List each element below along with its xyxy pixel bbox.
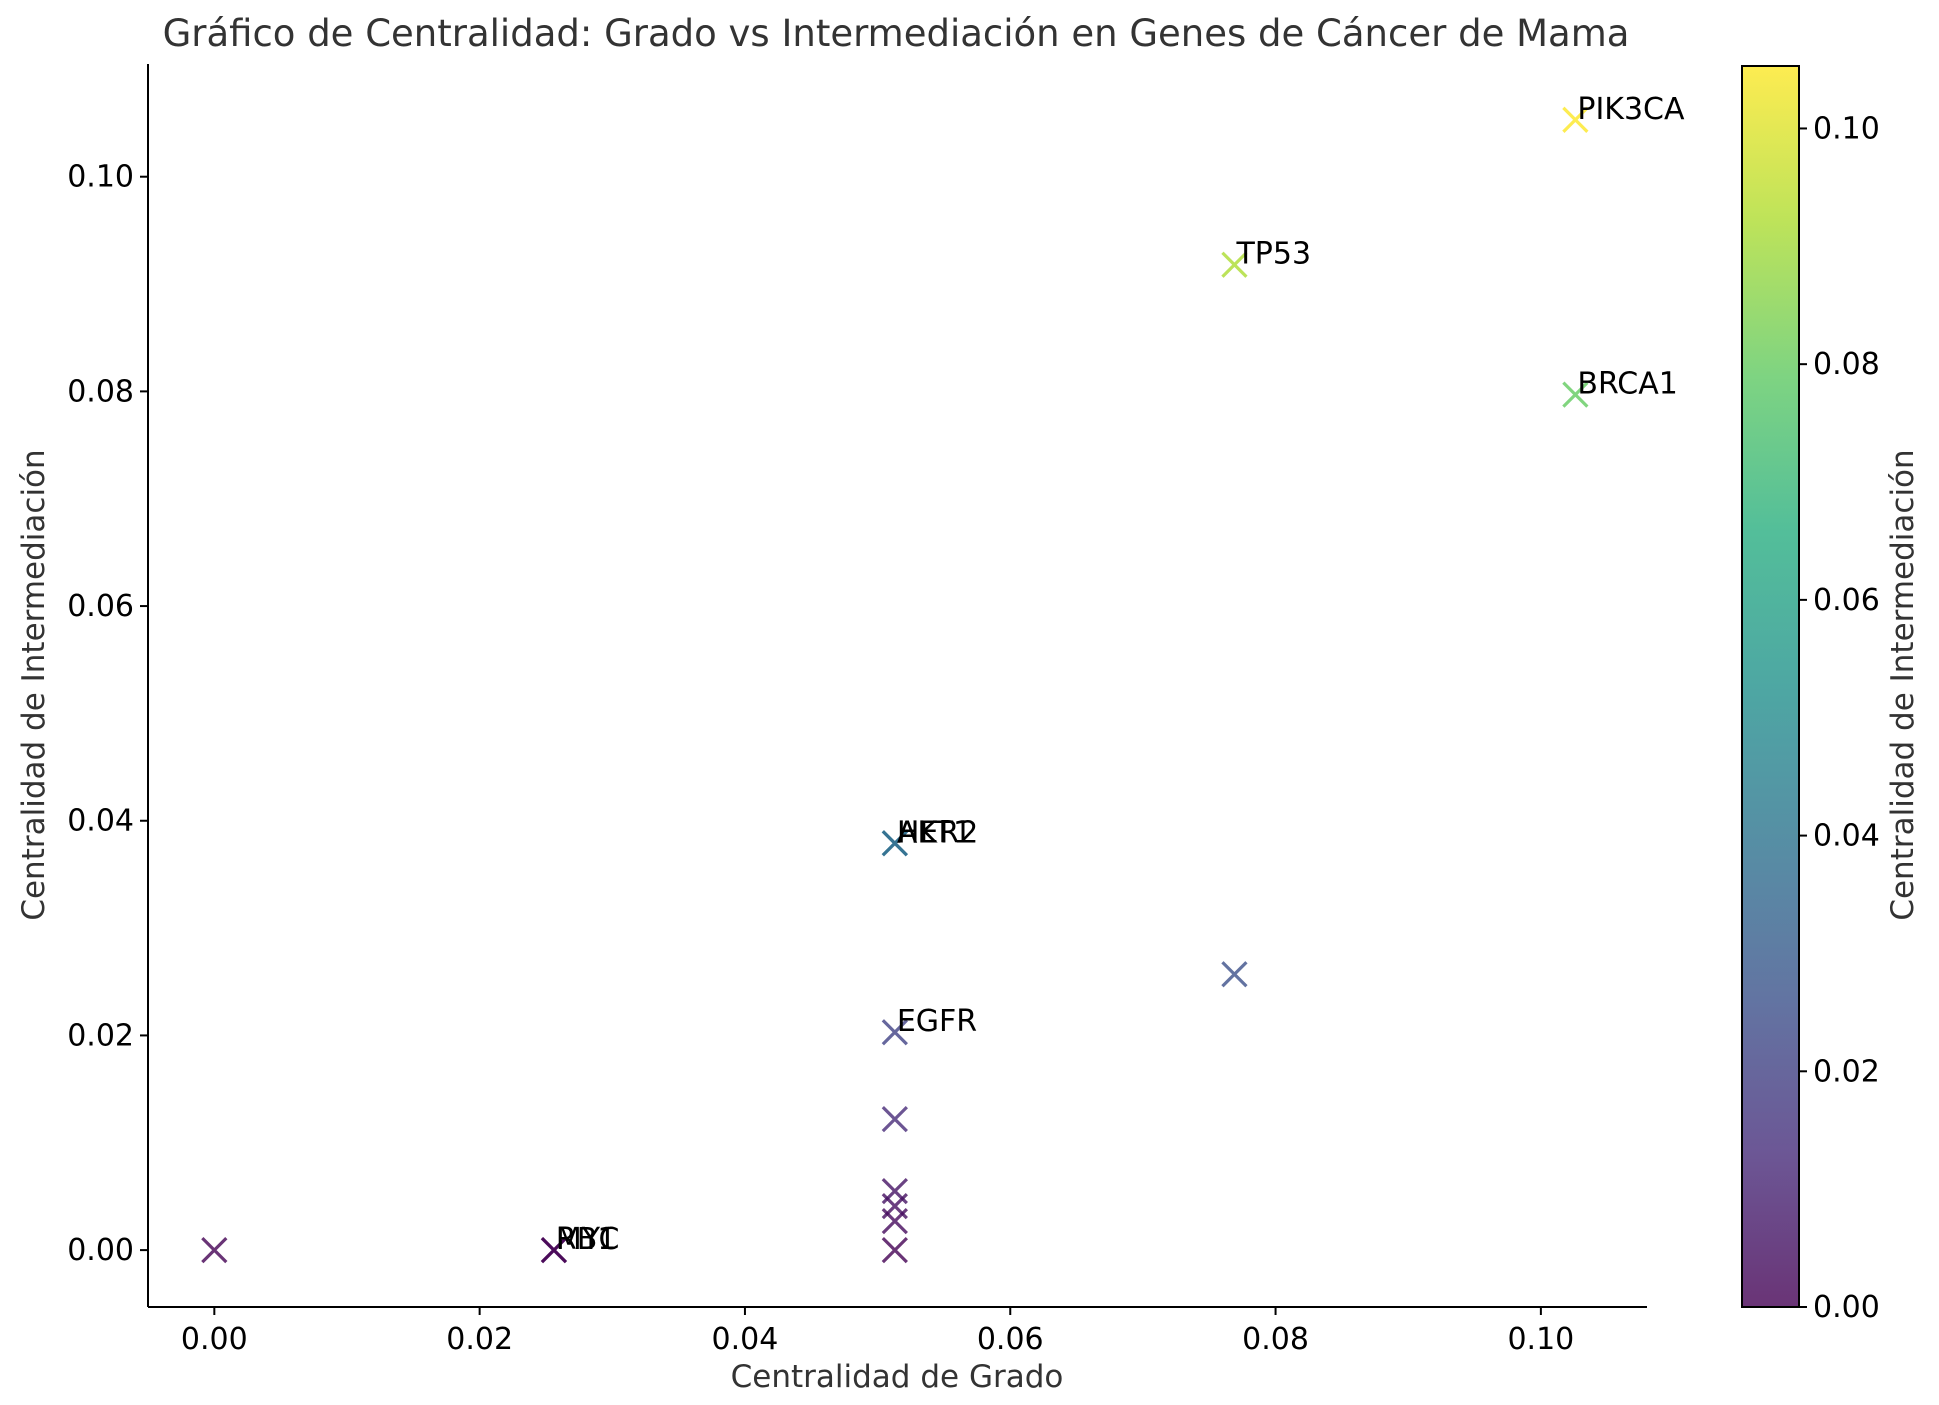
scatter-point	[540, 1236, 568, 1264]
scatter-point	[1221, 961, 1248, 988]
y-tick-label: 0.00	[67, 1233, 134, 1268]
x-tick-label: 0.04	[712, 1322, 779, 1357]
point-label: AKT1	[897, 815, 972, 850]
point-label: EGFR	[897, 1004, 977, 1039]
x-tick-label: 0.06	[977, 1322, 1044, 1357]
y-tick-label: 0.08	[67, 374, 134, 409]
colorbar-tick-label: 0.00	[1813, 1290, 1880, 1325]
colorbar-ticks: 0.00 0.02 0.04 0.06 0.08 0.10	[1799, 111, 1880, 1325]
scatter-point	[881, 830, 908, 857]
scatter-point	[1562, 106, 1589, 133]
x-ticks: 0.00 0.02 0.04 0.06 0.08 0.10	[181, 1307, 1574, 1357]
scatter-point	[1221, 251, 1248, 278]
x-tick-label: 0.10	[1507, 1322, 1574, 1357]
x-tick-label: 0.00	[181, 1322, 248, 1357]
point-label: BRCA1	[1577, 367, 1678, 402]
colorbar: 0.00 0.02 0.04 0.06 0.08 0.10 Centralidad de …	[1741, 65, 1921, 1325]
scatter-point	[881, 1207, 908, 1235]
y-ticks: 0.00 0.02 0.04 0.06 0.08 0.10	[67, 160, 148, 1268]
colorbar-tick-label: 0.04	[1813, 819, 1880, 854]
x-tick-label: 0.02	[446, 1322, 513, 1357]
colorbar-tick-label: 0.08	[1813, 347, 1880, 382]
x-tick-label: 0.08	[1242, 1322, 1309, 1357]
colorbar-gradient	[1741, 65, 1800, 1308]
point-label: PIK3CA	[1577, 92, 1685, 127]
colorbar-tick-label: 0.10	[1813, 111, 1880, 146]
y-tick-label: 0.02	[67, 1018, 134, 1053]
colorbar-tick-label: 0.02	[1813, 1054, 1880, 1089]
point-label: TP53	[1235, 237, 1311, 272]
scatter-point	[201, 1236, 228, 1264]
y-tick-label: 0.06	[67, 589, 134, 624]
scatter-point	[881, 1106, 908, 1133]
colorbar-label: Centralidad de Intermediación	[1885, 449, 1921, 920]
y-tick-label: 0.10	[67, 160, 134, 195]
point-label: MYC	[556, 1222, 620, 1257]
point-label: RB1	[556, 1222, 617, 1257]
scatter-point	[881, 1019, 908, 1046]
points-layer	[201, 106, 1589, 1264]
scatter-point	[1562, 381, 1589, 408]
point-label: HER2	[897, 815, 978, 850]
y-axis-label: Centralidad de Intermediación	[16, 449, 52, 920]
scatter-point	[881, 1236, 908, 1264]
y-tick-label: 0.04	[67, 804, 134, 839]
colorbar-tick-label: 0.06	[1813, 583, 1880, 618]
x-axis-label: Centralidad de Grado	[731, 1359, 1064, 1395]
chart-title: Gráfico de Centralidad: Grado vs Interme…	[163, 12, 1630, 55]
